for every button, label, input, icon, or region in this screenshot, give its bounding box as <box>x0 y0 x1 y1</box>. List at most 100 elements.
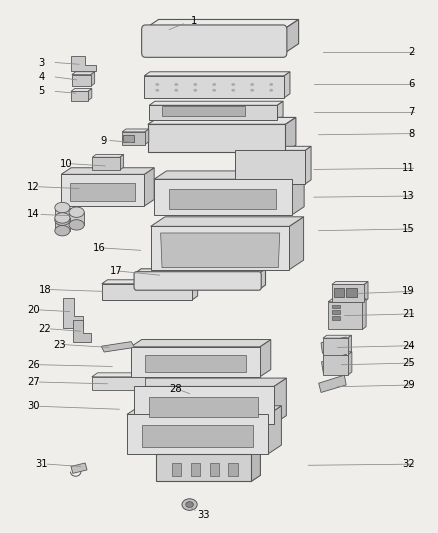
Text: 32: 32 <box>402 459 414 469</box>
Text: 24: 24 <box>402 341 414 351</box>
Ellipse shape <box>55 215 70 225</box>
Ellipse shape <box>155 83 159 86</box>
Text: 26: 26 <box>27 360 39 370</box>
Polygon shape <box>348 335 351 357</box>
Bar <box>332 305 339 308</box>
Text: 8: 8 <box>408 128 414 139</box>
Polygon shape <box>305 147 311 184</box>
Text: 12: 12 <box>27 182 39 192</box>
Ellipse shape <box>269 89 273 92</box>
Bar <box>61 174 144 206</box>
Polygon shape <box>127 406 281 415</box>
Polygon shape <box>63 298 83 328</box>
Bar <box>191 463 200 475</box>
Text: 4: 4 <box>39 72 45 82</box>
Polygon shape <box>71 88 92 92</box>
Polygon shape <box>144 72 290 76</box>
Text: 17: 17 <box>110 266 123 276</box>
Polygon shape <box>362 299 366 329</box>
Text: 15: 15 <box>402 224 414 234</box>
Ellipse shape <box>231 89 235 92</box>
Polygon shape <box>92 155 124 157</box>
Bar <box>135 273 260 289</box>
Polygon shape <box>71 463 87 473</box>
Bar <box>134 386 274 424</box>
Text: 28: 28 <box>169 384 182 394</box>
Ellipse shape <box>174 83 178 86</box>
Bar <box>69 212 84 225</box>
Polygon shape <box>277 101 283 120</box>
Polygon shape <box>321 354 348 374</box>
Ellipse shape <box>55 203 70 213</box>
FancyBboxPatch shape <box>141 25 287 58</box>
Ellipse shape <box>212 83 216 86</box>
Text: 31: 31 <box>35 459 48 469</box>
Bar <box>334 288 344 296</box>
Ellipse shape <box>186 502 193 507</box>
Polygon shape <box>251 448 261 481</box>
Text: 18: 18 <box>39 285 51 295</box>
Text: 23: 23 <box>53 340 66 350</box>
Bar <box>235 150 305 184</box>
Text: 10: 10 <box>60 159 73 168</box>
Bar <box>92 377 145 390</box>
Bar <box>144 29 284 53</box>
Bar <box>323 354 348 375</box>
Text: 7: 7 <box>408 107 414 117</box>
Polygon shape <box>151 217 304 227</box>
Bar <box>71 183 135 200</box>
Bar <box>142 425 253 447</box>
Ellipse shape <box>193 89 197 92</box>
Bar <box>149 106 277 120</box>
Text: 22: 22 <box>39 324 51 334</box>
Polygon shape <box>102 280 198 284</box>
Polygon shape <box>145 373 151 390</box>
Polygon shape <box>292 171 304 215</box>
Polygon shape <box>101 342 134 352</box>
Bar <box>144 76 284 98</box>
Polygon shape <box>72 72 95 75</box>
Bar <box>92 157 120 170</box>
Text: 13: 13 <box>402 191 414 201</box>
Polygon shape <box>286 117 296 152</box>
Bar <box>332 285 364 302</box>
Polygon shape <box>92 373 151 377</box>
Text: 2: 2 <box>408 46 414 56</box>
Ellipse shape <box>251 83 254 86</box>
Ellipse shape <box>55 225 70 236</box>
Bar <box>328 302 362 329</box>
Bar <box>55 207 70 220</box>
Text: 20: 20 <box>27 305 39 315</box>
Bar <box>169 189 276 209</box>
Polygon shape <box>131 340 271 347</box>
Polygon shape <box>91 72 95 86</box>
Bar <box>166 238 274 262</box>
Text: 5: 5 <box>39 86 45 96</box>
Polygon shape <box>319 375 346 392</box>
Bar <box>123 135 134 142</box>
Ellipse shape <box>174 89 178 92</box>
Bar <box>332 310 339 314</box>
Bar <box>332 316 339 320</box>
Polygon shape <box>332 281 368 285</box>
Bar <box>131 347 260 377</box>
Polygon shape <box>156 448 261 454</box>
Polygon shape <box>71 55 96 70</box>
Bar <box>148 124 286 152</box>
Polygon shape <box>148 117 296 124</box>
Ellipse shape <box>231 83 235 86</box>
Text: 29: 29 <box>402 380 414 390</box>
Polygon shape <box>289 217 304 270</box>
Bar <box>145 355 246 372</box>
Polygon shape <box>135 269 265 273</box>
Polygon shape <box>120 155 124 170</box>
Bar <box>154 179 292 215</box>
Polygon shape <box>73 320 92 342</box>
Text: 1: 1 <box>191 16 197 26</box>
Text: 11: 11 <box>402 163 414 173</box>
Bar <box>102 284 192 300</box>
Ellipse shape <box>69 207 84 217</box>
Bar <box>149 397 258 417</box>
Ellipse shape <box>155 89 159 92</box>
Polygon shape <box>144 168 154 206</box>
